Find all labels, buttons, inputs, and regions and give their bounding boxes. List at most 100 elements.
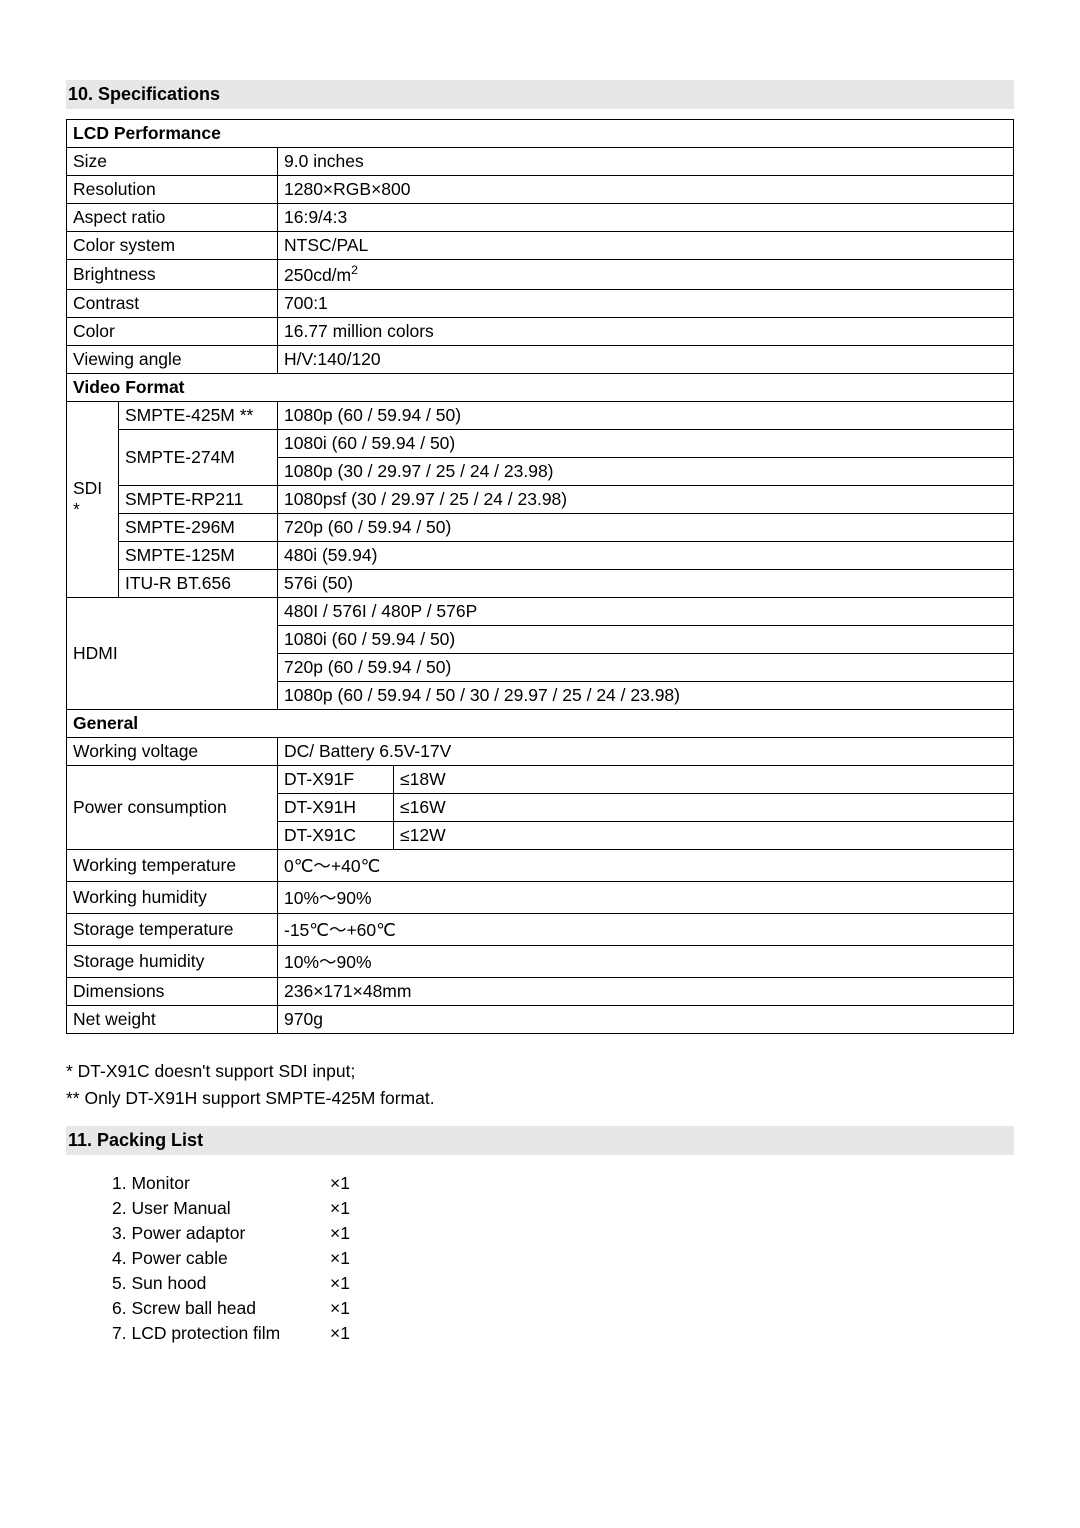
packing-item-name: 4. Power cable — [112, 1248, 330, 1269]
sdi-format: 576i (50) — [278, 569, 1014, 597]
spec-value: 10%～90% — [278, 881, 1014, 913]
spec-label: Dimensions — [67, 977, 278, 1005]
spec-value: 0℃～+40℃ — [278, 849, 1014, 881]
table-row: Storage temperature-15℃～+60℃ — [67, 913, 1014, 945]
power-model: DT-X91F — [278, 765, 394, 793]
footnote-1: * DT-X91C doesn't support SDI input; — [66, 1058, 1014, 1085]
hdmi-format: 1080p (60 / 59.94 / 50 / 30 / 29.97 / 25… — [278, 681, 1014, 709]
packing-item-qty: ×1 — [330, 1273, 390, 1294]
spec-value: H/V:140/120 — [278, 345, 1014, 373]
table-row: SMPTE-296M720p (60 / 59.94 / 50) — [67, 513, 1014, 541]
power-value: ≤12W — [394, 821, 1014, 849]
table-row: Viewing angleH/V:140/120 — [67, 345, 1014, 373]
power-value: ≤16W — [394, 793, 1014, 821]
spec-value: 16:9/4:3 — [278, 204, 1014, 232]
table-row: Working voltageDC/ Battery 6.5V-17V — [67, 737, 1014, 765]
packing-list-item: 1. Monitor×1 — [112, 1173, 1014, 1194]
packing-list-item: 6. Screw ball head×1 — [112, 1298, 1014, 1319]
packing-item-name: 7. LCD protection film — [112, 1323, 330, 1344]
power-model: DT-X91C — [278, 821, 394, 849]
spec-label: Storage temperature — [67, 913, 278, 945]
packing-list-item: 7. LCD protection film×1 — [112, 1323, 1014, 1344]
spec-label: Color system — [67, 232, 278, 260]
sdi-format: 1080i (60 / 59.94 / 50) — [278, 429, 1014, 457]
sdi-standard: SMPTE-274M — [119, 429, 278, 485]
table-row: Color systemNTSC/PAL — [67, 232, 1014, 260]
table-row: Power consumptionDT-X91F≤18W — [67, 765, 1014, 793]
packing-list-heading: 11. Packing List — [66, 1126, 1014, 1155]
spec-value: 16.77 million colors — [278, 317, 1014, 345]
packing-item-qty: ×1 — [330, 1298, 390, 1319]
sdi-standard: ITU-R BT.656 — [119, 569, 278, 597]
table-row: SMPTE-274M1080i (60 / 59.94 / 50) — [67, 429, 1014, 457]
spec-value: 1280×RGB×800 — [278, 176, 1014, 204]
table-row: SMPTE-125M480i (59.94) — [67, 541, 1014, 569]
packing-item-name: 1. Monitor — [112, 1173, 330, 1194]
table-row: ITU-R BT.656576i (50) — [67, 569, 1014, 597]
table-row: General — [67, 709, 1014, 737]
table-row: Brightness250cd/m2 — [67, 260, 1014, 290]
table-row: Storage humidity10%～90% — [67, 945, 1014, 977]
spec-label: Working voltage — [67, 737, 278, 765]
spec-label: Net weight — [67, 1005, 278, 1033]
hdmi-format: 720p (60 / 59.94 / 50) — [278, 653, 1014, 681]
table-row: Aspect ratio16:9/4:3 — [67, 204, 1014, 232]
sdi-label: SDI * — [67, 401, 119, 597]
spec-label: Brightness — [67, 260, 278, 290]
hdmi-label: HDMI — [67, 597, 278, 709]
spec-value: 10%～90% — [278, 945, 1014, 977]
lcd-performance-header: LCD Performance — [67, 120, 1014, 148]
packing-item-name: 6. Screw ball head — [112, 1298, 330, 1319]
spec-label: Working humidity — [67, 881, 278, 913]
packing-item-qty: ×1 — [330, 1223, 390, 1244]
spec-label: Size — [67, 148, 278, 176]
spec-value: -15℃～+60℃ — [278, 913, 1014, 945]
sdi-format: 480i (59.94) — [278, 541, 1014, 569]
hdmi-format: 1080i (60 / 59.94 / 50) — [278, 625, 1014, 653]
spec-value: 700:1 — [278, 289, 1014, 317]
table-row: Working temperature0℃～+40℃ — [67, 849, 1014, 881]
spec-value: 9.0 inches — [278, 148, 1014, 176]
spec-value: 970g — [278, 1005, 1014, 1033]
packing-list-item: 5. Sun hood×1 — [112, 1273, 1014, 1294]
spec-label: Contrast — [67, 289, 278, 317]
packing-list: 1. Monitor×12. User Manual×13. Power ada… — [112, 1173, 1014, 1344]
hdmi-format: 480I / 576I / 480P / 576P — [278, 597, 1014, 625]
spec-value: 236×171×48mm — [278, 977, 1014, 1005]
specifications-heading: 10. Specifications — [66, 80, 1014, 109]
spec-label: Aspect ratio — [67, 204, 278, 232]
table-row: Size9.0 inches — [67, 148, 1014, 176]
spec-label: Resolution — [67, 176, 278, 204]
packing-item-qty: ×1 — [330, 1198, 390, 1219]
table-row: HDMI480I / 576I / 480P / 576P — [67, 597, 1014, 625]
sdi-standard: SMPTE-296M — [119, 513, 278, 541]
spec-value: 250cd/m2 — [278, 260, 1014, 290]
table-row: SMPTE-RP2111080psf (30 / 29.97 / 25 / 24… — [67, 485, 1014, 513]
packing-item-qty: ×1 — [330, 1248, 390, 1269]
spec-value: NTSC/PAL — [278, 232, 1014, 260]
spec-label: Working temperature — [67, 849, 278, 881]
packing-item-name: 2. User Manual — [112, 1198, 330, 1219]
specifications-table: LCD PerformanceSize9.0 inchesResolution1… — [66, 119, 1014, 1034]
footnotes: * DT-X91C doesn't support SDI input; ** … — [66, 1058, 1014, 1112]
sdi-standard: SMPTE-125M — [119, 541, 278, 569]
table-row: Working humidity10%～90% — [67, 881, 1014, 913]
table-row: Dimensions236×171×48mm — [67, 977, 1014, 1005]
table-row: Color16.77 million colors — [67, 317, 1014, 345]
table-row: Net weight970g — [67, 1005, 1014, 1033]
sdi-format: 1080p (60 / 59.94 / 50) — [278, 401, 1014, 429]
table-row: Contrast700:1 — [67, 289, 1014, 317]
table-row: Video Format — [67, 373, 1014, 401]
power-consumption-label: Power consumption — [67, 765, 278, 849]
packing-item-name: 5. Sun hood — [112, 1273, 330, 1294]
sdi-standard: SMPTE-RP211 — [119, 485, 278, 513]
packing-list-item: 2. User Manual×1 — [112, 1198, 1014, 1219]
packing-list-item: 4. Power cable×1 — [112, 1248, 1014, 1269]
table-row: Resolution1280×RGB×800 — [67, 176, 1014, 204]
packing-item-name: 3. Power adaptor — [112, 1223, 330, 1244]
spec-label: Viewing angle — [67, 345, 278, 373]
spec-label: Storage humidity — [67, 945, 278, 977]
packing-item-qty: ×1 — [330, 1323, 390, 1344]
power-model: DT-X91H — [278, 793, 394, 821]
sdi-format: 1080psf (30 / 29.97 / 25 / 24 / 23.98) — [278, 485, 1014, 513]
